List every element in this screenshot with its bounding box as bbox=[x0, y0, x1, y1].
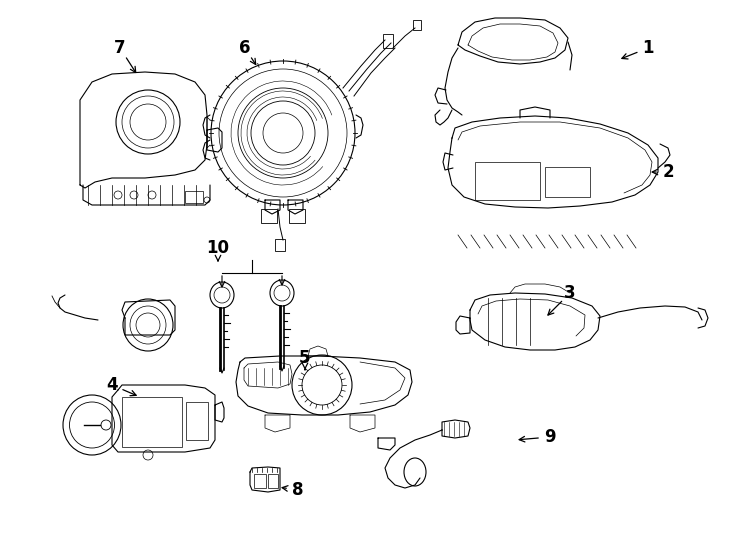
Bar bbox=[268, 474, 278, 488]
Bar bbox=[475, 162, 540, 200]
Bar bbox=[122, 397, 182, 447]
Text: 7: 7 bbox=[115, 39, 126, 57]
Text: 6: 6 bbox=[239, 39, 251, 57]
Bar bbox=[545, 167, 590, 197]
Bar bbox=[383, 34, 393, 48]
Text: 8: 8 bbox=[292, 481, 304, 499]
Text: 1: 1 bbox=[642, 39, 654, 57]
Bar bbox=[413, 20, 421, 30]
Text: 3: 3 bbox=[564, 284, 575, 302]
Text: 10: 10 bbox=[206, 239, 230, 257]
Bar bbox=[275, 239, 285, 251]
Bar bbox=[254, 474, 266, 488]
Text: 9: 9 bbox=[544, 428, 556, 446]
Text: 5: 5 bbox=[299, 349, 310, 367]
Bar bbox=[289, 209, 305, 223]
Bar bbox=[261, 209, 277, 223]
Bar bbox=[186, 402, 208, 440]
Bar bbox=[185, 191, 203, 203]
Text: 2: 2 bbox=[662, 163, 674, 181]
Text: 4: 4 bbox=[106, 376, 118, 394]
